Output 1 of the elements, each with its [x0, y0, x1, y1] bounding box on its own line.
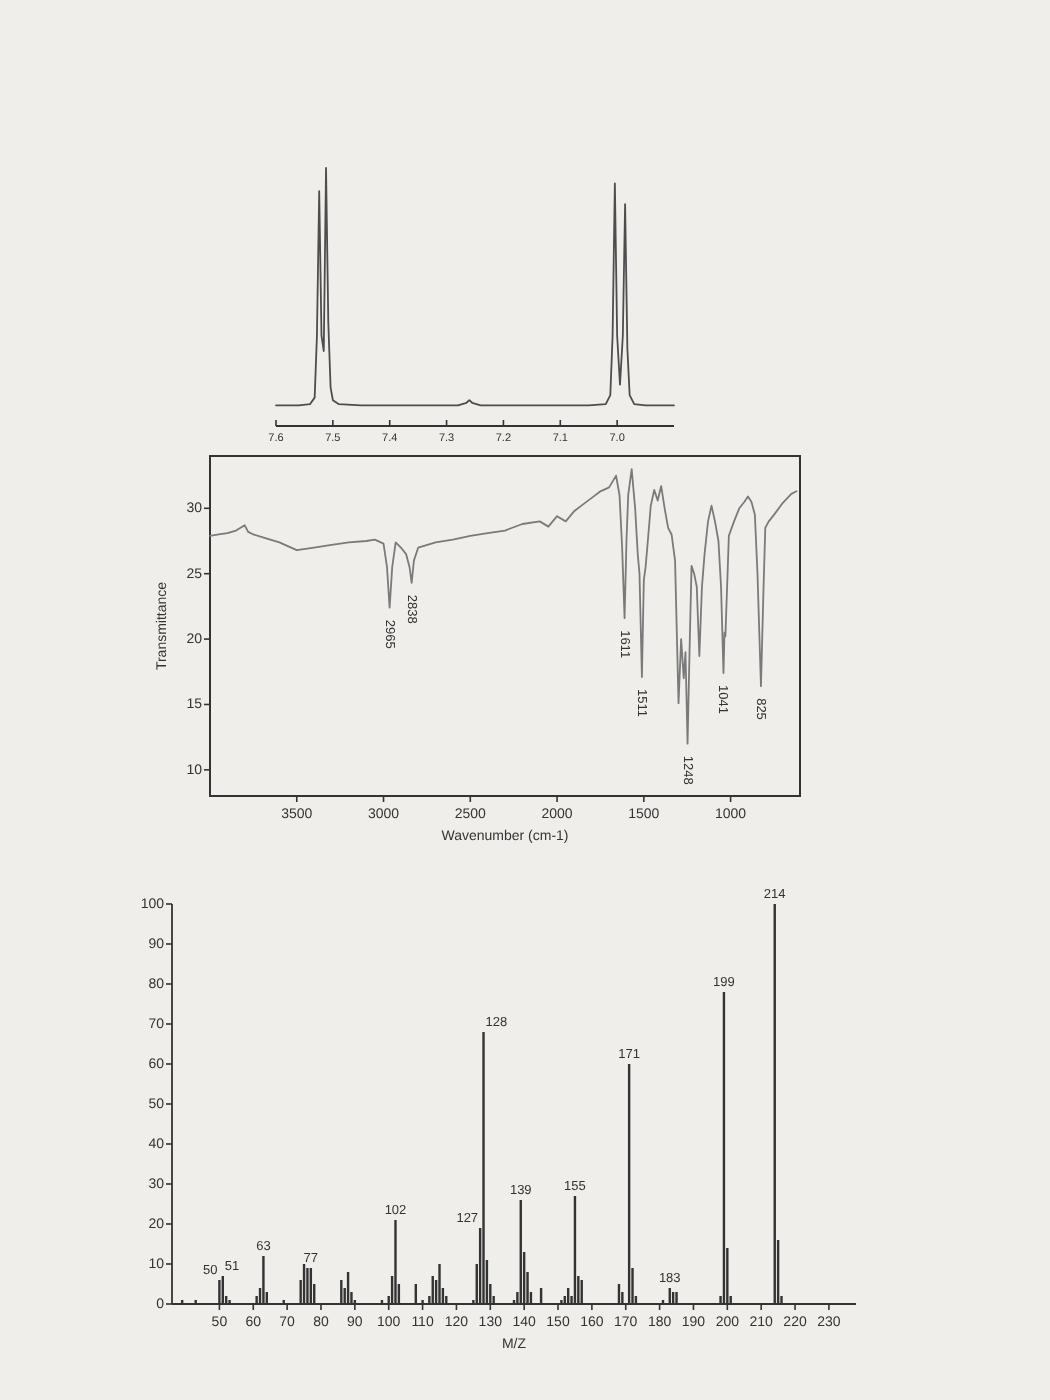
line-series: [209, 468, 798, 745]
